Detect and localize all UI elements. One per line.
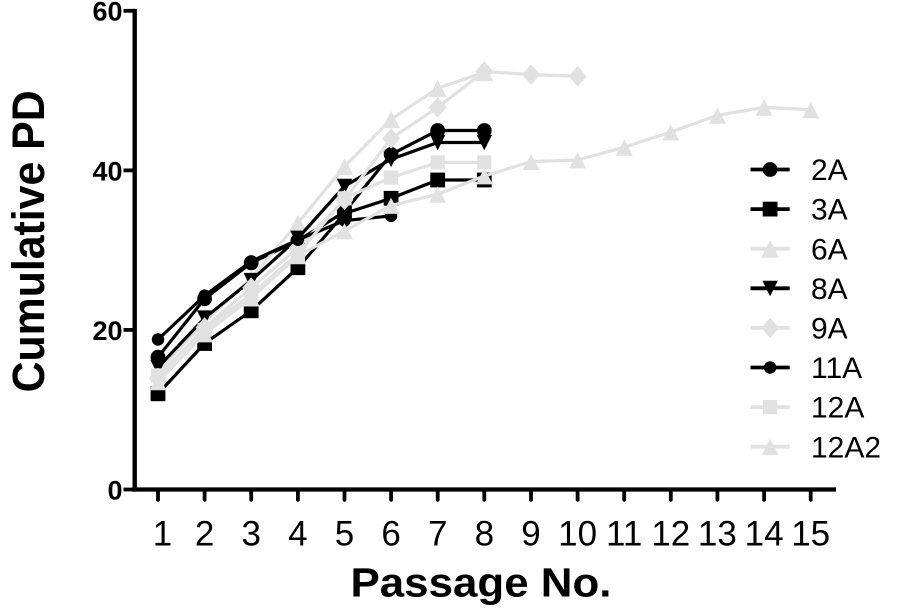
- svg-text:13: 13: [698, 515, 737, 554]
- svg-text:7: 7: [428, 515, 447, 554]
- svg-text:20: 20: [92, 316, 122, 346]
- svg-text:11A: 11A: [811, 352, 862, 385]
- svg-text:1: 1: [153, 515, 172, 554]
- svg-text:6A: 6A: [811, 233, 848, 266]
- svg-text:2: 2: [195, 515, 214, 554]
- svg-text:9: 9: [521, 515, 540, 554]
- svg-text:2A: 2A: [811, 154, 848, 187]
- svg-text:3A: 3A: [811, 194, 848, 227]
- svg-text:6: 6: [381, 515, 400, 554]
- svg-text:14: 14: [745, 515, 784, 554]
- svg-text:Passage No.: Passage No.: [351, 559, 612, 605]
- svg-text:10: 10: [558, 515, 597, 554]
- svg-text:3: 3: [241, 515, 260, 554]
- svg-text:4: 4: [288, 515, 307, 554]
- svg-text:40: 40: [92, 156, 122, 186]
- svg-text:8: 8: [475, 515, 494, 554]
- svg-text:15: 15: [791, 515, 830, 554]
- svg-text:9A: 9A: [811, 313, 848, 346]
- svg-text:60: 60: [92, 0, 122, 27]
- svg-text:12: 12: [651, 515, 690, 554]
- svg-text:0: 0: [107, 475, 122, 505]
- svg-text:11: 11: [606, 515, 642, 554]
- svg-text:5: 5: [335, 515, 354, 554]
- svg-text:Cumulative PD: Cumulative PD: [3, 90, 54, 392]
- svg-text:12A: 12A: [811, 392, 864, 425]
- svg-text:12A2: 12A2: [811, 431, 881, 464]
- svg-text:8A: 8A: [811, 273, 848, 306]
